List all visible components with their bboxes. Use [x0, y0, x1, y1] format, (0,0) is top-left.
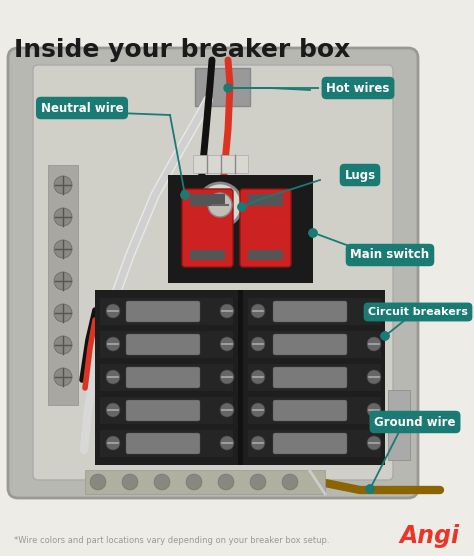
Bar	[190, 250, 225, 260]
Circle shape	[220, 304, 234, 318]
Bar	[248, 331, 381, 358]
Text: Angi: Angi	[400, 524, 460, 548]
Bar	[248, 397, 381, 424]
Circle shape	[198, 183, 242, 227]
Circle shape	[282, 474, 298, 490]
FancyBboxPatch shape	[126, 367, 200, 388]
FancyBboxPatch shape	[273, 433, 347, 454]
Circle shape	[218, 474, 234, 490]
Circle shape	[106, 403, 120, 417]
Text: Neutral wire: Neutral wire	[41, 102, 123, 115]
Circle shape	[238, 203, 246, 211]
Circle shape	[181, 191, 189, 199]
Circle shape	[250, 474, 266, 490]
FancyBboxPatch shape	[126, 433, 200, 454]
Bar	[248, 194, 283, 206]
Circle shape	[154, 474, 170, 490]
Bar	[248, 430, 381, 457]
Bar	[85, 470, 325, 494]
Circle shape	[309, 229, 317, 237]
Bar	[248, 298, 381, 325]
Circle shape	[238, 203, 246, 211]
Bar	[388, 390, 410, 460]
Bar	[248, 364, 381, 391]
Circle shape	[220, 436, 234, 450]
Circle shape	[251, 370, 265, 384]
Text: Circuit breakers: Circuit breakers	[368, 307, 468, 317]
FancyBboxPatch shape	[273, 334, 347, 355]
Circle shape	[90, 474, 106, 490]
Text: Lugs: Lugs	[345, 168, 375, 181]
Circle shape	[251, 403, 265, 417]
Bar	[238, 290, 243, 465]
Circle shape	[54, 208, 72, 226]
Bar	[190, 194, 225, 206]
Circle shape	[220, 370, 234, 384]
FancyBboxPatch shape	[126, 301, 200, 322]
Circle shape	[54, 240, 72, 258]
Circle shape	[122, 474, 138, 490]
Text: Ground wire: Ground wire	[374, 415, 456, 429]
FancyBboxPatch shape	[8, 48, 418, 498]
Circle shape	[181, 191, 189, 199]
Circle shape	[54, 176, 72, 194]
Circle shape	[251, 304, 265, 318]
Circle shape	[106, 370, 120, 384]
Circle shape	[251, 436, 265, 450]
Circle shape	[251, 337, 265, 351]
FancyBboxPatch shape	[126, 334, 200, 355]
Circle shape	[54, 304, 72, 322]
Bar	[168, 175, 313, 283]
Circle shape	[366, 485, 374, 493]
Circle shape	[367, 304, 381, 318]
Bar	[248, 250, 283, 260]
Circle shape	[186, 474, 202, 490]
Bar	[195, 68, 250, 106]
Bar	[193, 155, 248, 173]
Circle shape	[367, 370, 381, 384]
Bar	[95, 290, 385, 465]
Text: Hot wires: Hot wires	[326, 82, 390, 95]
Circle shape	[224, 84, 232, 92]
Bar	[48, 165, 78, 405]
Circle shape	[367, 337, 381, 351]
FancyBboxPatch shape	[126, 400, 200, 421]
Circle shape	[381, 332, 389, 340]
FancyBboxPatch shape	[273, 301, 347, 322]
FancyBboxPatch shape	[182, 189, 233, 267]
Circle shape	[54, 336, 72, 354]
Circle shape	[54, 272, 72, 290]
Circle shape	[366, 485, 374, 493]
Circle shape	[106, 436, 120, 450]
Bar	[100, 364, 233, 391]
Bar	[100, 430, 233, 457]
Bar	[100, 397, 233, 424]
Text: *Wire colors and part locations vary depending on your breaker box setup.: *Wire colors and part locations vary dep…	[14, 536, 329, 545]
FancyBboxPatch shape	[240, 189, 291, 267]
Bar	[100, 298, 233, 325]
FancyBboxPatch shape	[33, 65, 393, 480]
Bar	[100, 331, 233, 358]
Circle shape	[367, 436, 381, 450]
Circle shape	[106, 304, 120, 318]
Circle shape	[220, 337, 234, 351]
Circle shape	[220, 403, 234, 417]
Circle shape	[381, 332, 389, 340]
Circle shape	[309, 229, 317, 237]
FancyBboxPatch shape	[273, 400, 347, 421]
Circle shape	[208, 193, 232, 217]
Circle shape	[54, 368, 72, 386]
Circle shape	[106, 337, 120, 351]
Circle shape	[367, 403, 381, 417]
Text: Main switch: Main switch	[350, 249, 429, 261]
FancyBboxPatch shape	[273, 367, 347, 388]
Text: Inside your breaker box: Inside your breaker box	[14, 38, 350, 62]
